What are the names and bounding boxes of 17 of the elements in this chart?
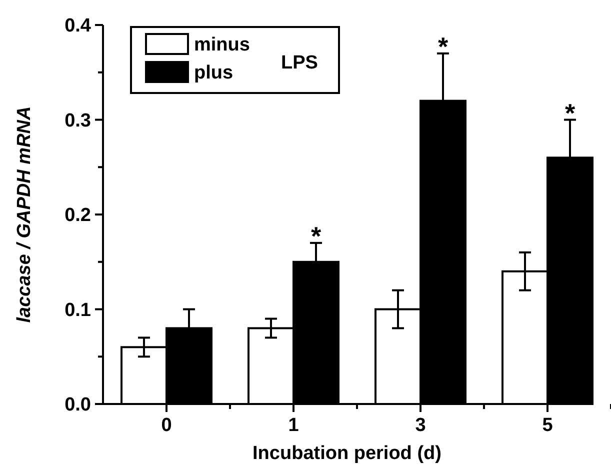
x-axis-title: Incubation period (d) <box>252 443 442 464</box>
annotation: * <box>564 98 576 128</box>
y-axis-title: laccase / GAPDH mRNA <box>14 106 35 323</box>
y-tick-label: 0.2 <box>64 205 91 226</box>
legend-label: plus <box>194 62 234 84</box>
x-tick-label: 3 <box>415 415 426 436</box>
y-tick-label: 0.1 <box>64 300 92 321</box>
y-tick-label: 0.0 <box>64 394 91 416</box>
annotation: * <box>310 220 322 251</box>
x-tick-label: 5 <box>542 415 554 436</box>
y-tick-label: 0.3 <box>64 110 91 132</box>
x-tick-label: 0 <box>161 415 172 436</box>
legend-title: LPS <box>281 52 318 74</box>
legend-label: minus <box>194 34 250 56</box>
annotation: * <box>438 31 449 62</box>
x-tick-label: 1 <box>288 415 300 436</box>
y-tick-label: 0.4 <box>64 16 92 37</box>
